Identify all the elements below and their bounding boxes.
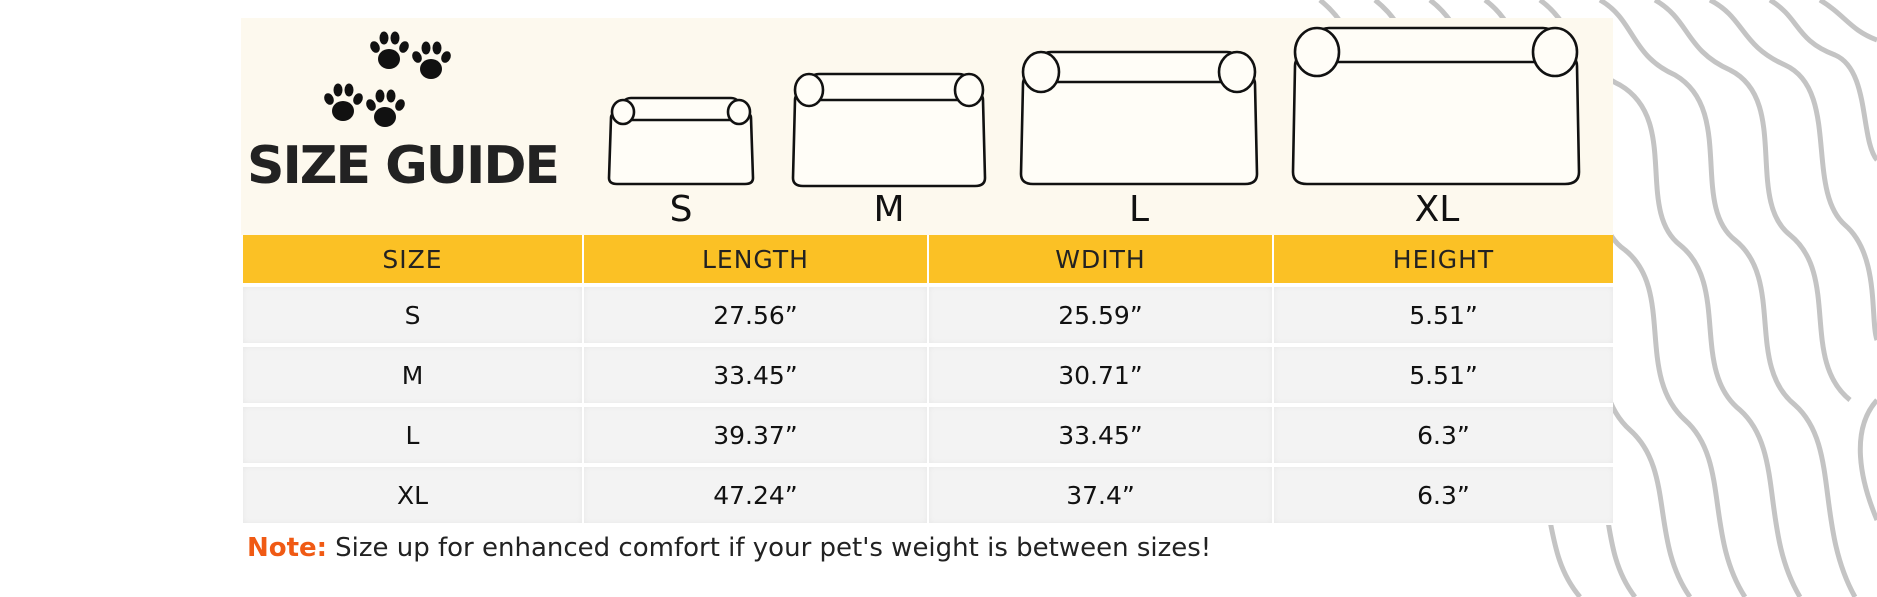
- cell-size: M: [243, 343, 582, 403]
- paw-print-icon: [411, 40, 451, 84]
- cell-width: 33.45”: [929, 403, 1272, 463]
- size-guide-card: SIZE GUIDE S M L XL SIZE LENGTH WDITH HE…: [241, 18, 1613, 525]
- cell-length: 47.24”: [584, 463, 927, 523]
- note-label: Note:: [247, 533, 328, 563]
- bed-size-label: XL: [1414, 189, 1460, 230]
- column-header-width: WDITH: [929, 235, 1272, 283]
- size-guide-header: SIZE GUIDE S M L XL: [241, 18, 1613, 235]
- cell-height: 5.51”: [1274, 343, 1613, 403]
- table-row: L 39.37” 33.45” 6.3”: [243, 403, 1613, 463]
- paw-print-icon: [323, 82, 363, 126]
- bed-size-label: S: [669, 189, 693, 230]
- column-header-length: LENGTH: [584, 235, 927, 283]
- cell-width: 37.4”: [929, 463, 1272, 523]
- bed-size-label: M: [873, 189, 905, 230]
- column-header-size: SIZE: [243, 235, 582, 283]
- bed-illustration-m: [791, 70, 987, 190]
- cell-height: 6.3”: [1274, 403, 1613, 463]
- bed-size-label: L: [1128, 189, 1150, 230]
- cell-height: 6.3”: [1274, 463, 1613, 523]
- table-row: M 33.45” 30.71” 5.51”: [243, 343, 1613, 403]
- cell-size: XL: [243, 463, 582, 523]
- paw-print-icon: [365, 88, 405, 132]
- table-row: S 27.56” 25.59” 5.51”: [243, 283, 1613, 343]
- bed-illustration-xl: [1291, 24, 1581, 188]
- column-header-height: HEIGHT: [1274, 235, 1613, 283]
- note-text: Size up for enhanced comfort if your pet…: [335, 533, 1212, 563]
- bed-illustration-l: [1019, 48, 1259, 188]
- page-title: SIZE GUIDE: [247, 136, 560, 196]
- size-table: SIZE LENGTH WDITH HEIGHT S 27.56” 25.59”…: [241, 235, 1615, 523]
- cell-size: S: [243, 283, 582, 343]
- note-line: Note: Size up for enhanced comfort if you…: [247, 533, 1211, 563]
- cell-size: L: [243, 403, 582, 463]
- table-header-row: SIZE LENGTH WDITH HEIGHT: [243, 235, 1613, 283]
- cell-height: 5.51”: [1274, 283, 1613, 343]
- cell-length: 39.37”: [584, 403, 927, 463]
- paw-print-icon: [369, 30, 409, 74]
- cell-width: 30.71”: [929, 343, 1272, 403]
- bed-illustration-s: [607, 94, 755, 188]
- table-row: XL 47.24” 37.4” 6.3”: [243, 463, 1613, 523]
- cell-length: 27.56”: [584, 283, 927, 343]
- cell-length: 33.45”: [584, 343, 927, 403]
- cell-width: 25.59”: [929, 283, 1272, 343]
